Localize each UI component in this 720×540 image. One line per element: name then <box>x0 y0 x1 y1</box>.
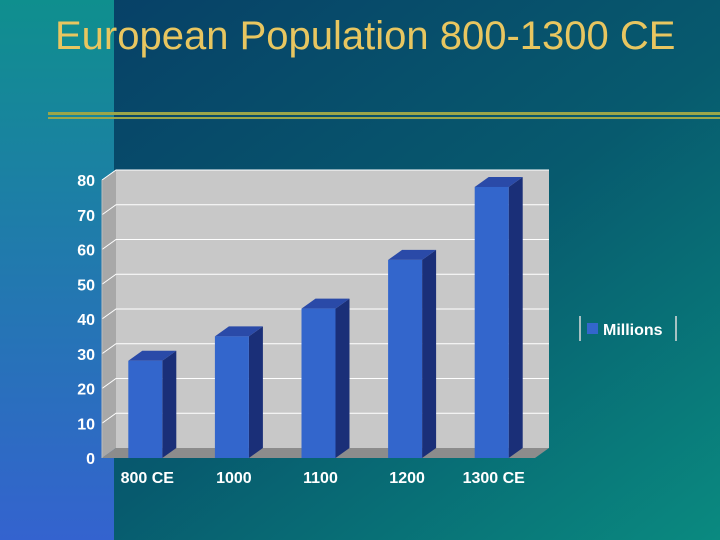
x-tick-label: 1000 <box>216 470 252 487</box>
legend-label: Millions <box>603 322 663 339</box>
x-tick-label: 800 CE <box>121 470 175 487</box>
x-tick-label: 1300 CE <box>463 470 526 487</box>
y-tick-label: 30 <box>77 347 95 364</box>
bar-side <box>248 326 263 458</box>
title-rule <box>48 112 720 115</box>
bar-side <box>162 350 177 458</box>
bar-top <box>474 176 523 187</box>
bar-top <box>388 249 437 260</box>
bar <box>214 336 249 458</box>
bar <box>388 259 423 458</box>
y-tick-label: 80 <box>77 173 95 190</box>
y-tick-label: 0 <box>86 451 95 468</box>
bar-side <box>335 298 350 458</box>
title-rule-lower <box>48 117 720 119</box>
bar <box>474 186 509 458</box>
y-tick-label: 60 <box>77 243 95 260</box>
x-tick-label: 1100 <box>303 470 338 487</box>
bar-side <box>508 176 523 458</box>
gridline <box>101 169 549 181</box>
y-tick-label: 50 <box>77 277 95 294</box>
bar-top <box>128 350 177 361</box>
bar <box>301 308 336 458</box>
y-tick-label: 40 <box>77 312 95 329</box>
background-left-band <box>0 0 114 540</box>
bar-top <box>301 298 350 309</box>
y-tick-label: 70 <box>77 208 95 225</box>
legend-swatch <box>587 323 598 334</box>
y-tick-label: 10 <box>77 416 95 433</box>
y-tick-label: 20 <box>77 382 95 399</box>
x-tick-label: 1200 <box>389 470 425 487</box>
gridline <box>101 239 549 250</box>
gridline <box>101 204 549 216</box>
bar <box>128 360 163 458</box>
bar-top <box>214 326 263 337</box>
slide-title: European Population 800-1300 CE <box>55 14 676 58</box>
bar-side <box>422 249 437 458</box>
